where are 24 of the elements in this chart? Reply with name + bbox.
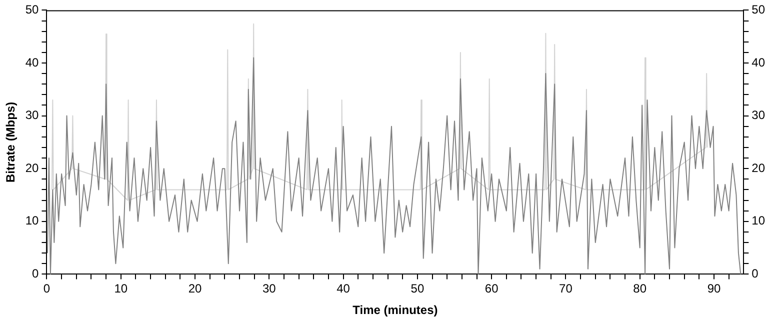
x-tick-label: 0 xyxy=(43,282,50,296)
x-tick-label: 80 xyxy=(633,282,647,296)
x-tick-label: 50 xyxy=(410,282,424,296)
y-tick-label: 0 xyxy=(32,266,40,281)
y-tick-label: 10 xyxy=(25,214,40,228)
y-tick-label: 20 xyxy=(25,160,40,175)
x-tick-label: 20 xyxy=(188,282,202,296)
x-tick-label: 90 xyxy=(707,282,721,296)
y2-tick-label: 40 xyxy=(752,55,766,70)
y2-tick-label: 50 xyxy=(752,2,766,17)
y2-tick-label: 0 xyxy=(752,266,759,281)
x-tick-label: 40 xyxy=(336,282,350,296)
y2-tick-label: 10 xyxy=(752,214,766,228)
x-tick-label: 70 xyxy=(559,282,573,296)
y-tick-label: 40 xyxy=(25,55,40,70)
y-tick-label: 30 xyxy=(25,108,40,122)
y-tick-label: 50 xyxy=(25,2,40,17)
y-axis-title: Bitrate (Mbps) xyxy=(4,102,18,183)
x-axis-title: Time (minutes) xyxy=(352,303,438,318)
y2-tick-label: 30 xyxy=(752,108,766,122)
y2-tick-label: 20 xyxy=(752,160,766,175)
x-tick-label: 30 xyxy=(262,282,276,296)
x-tick-label: 10 xyxy=(114,282,128,296)
x-tick-label: 60 xyxy=(484,282,499,296)
